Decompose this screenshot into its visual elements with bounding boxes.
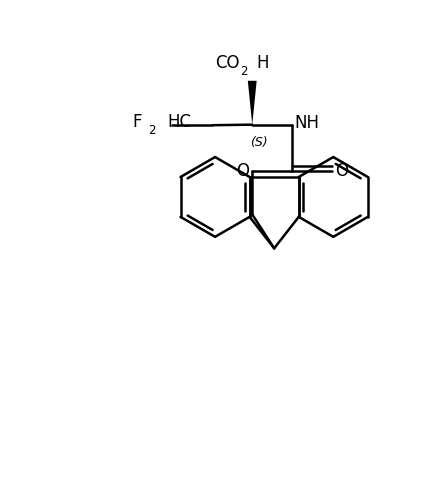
Text: 2: 2 [148,124,155,137]
Text: 2: 2 [240,65,247,78]
Text: NH: NH [295,114,320,132]
Text: O: O [336,161,349,179]
Text: H: H [257,54,269,72]
Text: O: O [236,161,249,179]
Text: F: F [132,113,142,132]
Polygon shape [248,81,257,125]
Text: HC: HC [167,113,191,132]
Text: CO: CO [215,54,240,72]
Text: (S): (S) [250,136,268,149]
